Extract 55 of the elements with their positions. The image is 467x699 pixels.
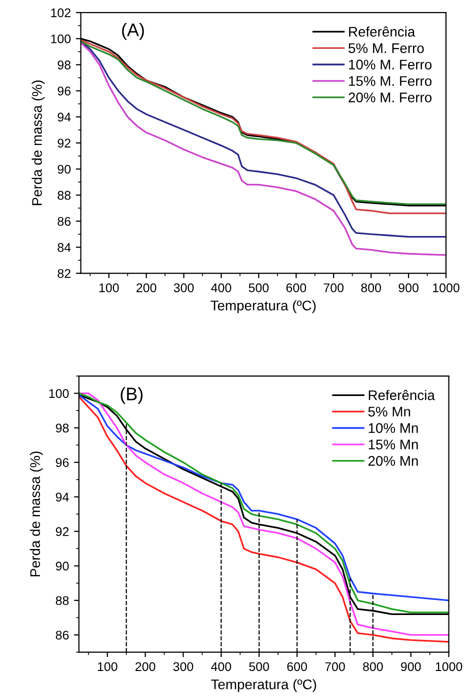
legend-label: 5% Mn [368,406,410,417]
annotation: (B) [120,387,143,404]
x-tick-label: 600 [287,662,307,672]
x-axis-title: Temperatura (ºC) [211,679,316,692]
y-tick-label: 88 [56,596,69,606]
legend-label: Referência [349,26,416,37]
x-tick-label: 100 [99,283,119,292]
y-tick-label: 90 [56,562,69,571]
legend-label: 20% M. Ferro [348,92,432,102]
y-tick-label: 98 [58,60,71,70]
y-axis-title: Perda de massa (%) [32,80,45,206]
x-tick-label: 800 [361,283,382,292]
y-tick-label: 88 [58,190,71,200]
y-tick-label: 84 [58,243,71,252]
y-tick-label: 94 [58,112,71,122]
y-tick-label: 100 [51,34,71,44]
y-tick-label: 90 [58,164,71,174]
x-tick-label: 600 [286,283,306,292]
legend-label: Referência [368,390,435,400]
x-tick-label: 400 [211,662,232,672]
y-tick-label: 94 [56,492,69,502]
x-tick-label: 100 [98,662,118,672]
y-tick-label: 96 [58,86,71,96]
legend-label: 15% Mn [368,440,418,450]
annotation: (A) [122,23,144,40]
x-tick-label: 200 [136,662,156,672]
x-tick-label: 400 [211,283,232,292]
x-tick-label: 500 [249,662,270,672]
legend-label: 5% M. Ferro [348,43,424,54]
x-tick-label: 700 [325,662,345,672]
x-tick-label: 700 [324,283,344,292]
x-tick-label: 1000 [433,283,460,292]
legend-label: 10% Mn [368,423,418,433]
x-tick-label: 800 [363,662,383,672]
y-tick-label: 96 [56,458,69,467]
y-tick-label: 86 [58,216,71,226]
legend-label: 20% Mn [368,456,418,466]
y-tick-label: 86 [56,630,69,640]
x-tick-label: 300 [173,662,194,672]
legend-label: 10% M. Ferro [349,60,432,70]
y-tick-label: 98 [56,424,69,432]
x-axis-title: Temperatura (ºC) [210,300,316,314]
x-tick-label: 200 [136,283,156,292]
x-tick-label: 300 [174,283,194,292]
y-tick-label: 82 [58,269,70,278]
y-tick-label: 102 [51,8,70,18]
x-tick-label: 1000 [436,662,462,672]
y-tick-label: 100 [49,389,69,398]
x-tick-label: 500 [248,283,269,292]
y-tick-label: 92 [56,527,69,536]
y-tick-label: 92 [58,138,70,148]
x-tick-label: 900 [401,662,421,672]
legend-label: 15% M. Ferro [349,76,432,86]
y-axis-title: Perda de massa (%) [30,452,43,576]
x-tick-label: 900 [398,283,418,292]
